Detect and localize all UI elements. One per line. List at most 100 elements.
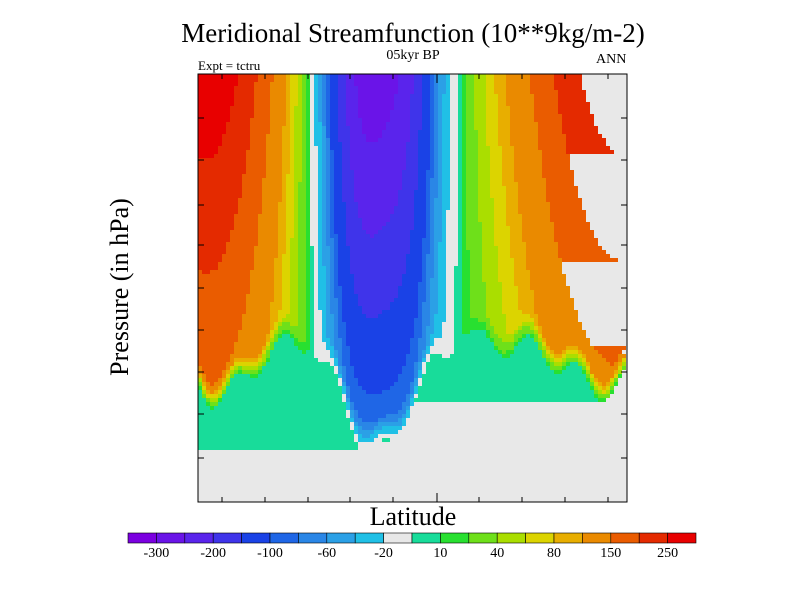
contour-band — [406, 166, 418, 170]
contour-band — [330, 214, 334, 218]
contour-band — [410, 242, 422, 246]
contour-band — [398, 418, 402, 422]
contour-band — [414, 194, 426, 198]
contour-band — [406, 414, 410, 418]
contour-band — [322, 238, 326, 242]
contour-band — [198, 406, 210, 410]
contour-band — [382, 130, 410, 134]
contour-band — [426, 190, 430, 194]
contour-band — [474, 126, 486, 130]
colorbar-swatch — [298, 532, 328, 544]
contour-band — [326, 98, 330, 102]
contour-band — [366, 390, 382, 394]
contour-band — [598, 394, 610, 398]
contour-band — [306, 122, 310, 126]
contour-band — [358, 414, 386, 418]
contour-band — [230, 118, 250, 122]
contour-band — [334, 266, 338, 270]
contour-band — [310, 338, 314, 342]
contour-band — [306, 238, 310, 242]
contour-band — [218, 390, 222, 394]
contour-band — [458, 182, 462, 186]
contour-band — [430, 358, 546, 362]
contour-band — [198, 98, 234, 102]
contour-band — [422, 310, 430, 314]
contour-band — [506, 322, 522, 326]
contour-band — [338, 278, 354, 282]
contour-band — [578, 362, 582, 366]
contour-band — [430, 78, 434, 82]
contour-band — [290, 282, 298, 286]
contour-band — [414, 322, 422, 326]
contour-band — [438, 82, 446, 86]
contour-band — [350, 394, 406, 398]
contour-band — [278, 318, 282, 322]
contour-band — [250, 126, 270, 130]
contour-band — [290, 310, 298, 314]
contour-band — [254, 102, 270, 106]
contour-band — [350, 246, 410, 250]
contour-band — [366, 230, 378, 234]
contour-band — [422, 238, 430, 242]
contour-band — [282, 258, 290, 262]
contour-band — [282, 318, 298, 322]
contour-band — [298, 266, 306, 270]
contour-band — [306, 274, 310, 278]
contour-band — [234, 374, 250, 378]
contour-band — [478, 146, 490, 150]
contour-band — [494, 206, 506, 210]
contour-band — [310, 246, 314, 250]
contour-band — [322, 338, 330, 342]
contour-band — [298, 182, 306, 186]
contour-band — [474, 74, 486, 78]
contour-band — [238, 210, 262, 214]
contour-band — [546, 358, 550, 362]
contour-band — [426, 362, 546, 366]
contour-band — [198, 78, 238, 82]
contour-band — [534, 114, 562, 118]
contour-band — [286, 174, 294, 178]
contour-band — [418, 186, 426, 190]
contour-band — [506, 214, 522, 218]
contour-band — [590, 378, 594, 382]
contour-band — [294, 234, 298, 238]
contour-band — [362, 118, 390, 122]
contour-band — [210, 398, 218, 402]
contour-band — [270, 318, 278, 322]
contour-band — [430, 150, 434, 154]
contour-band — [454, 334, 486, 338]
contour-band — [306, 218, 310, 222]
contour-band — [430, 190, 438, 194]
contour-band — [466, 122, 474, 126]
contour-band — [354, 430, 358, 434]
contour-band — [226, 390, 342, 394]
contour-band — [286, 82, 290, 86]
contour-band — [250, 146, 266, 150]
contour-band — [310, 322, 314, 326]
contour-band — [318, 230, 322, 234]
contour-band — [334, 262, 338, 266]
contour-band — [454, 314, 462, 318]
contour-band — [462, 74, 466, 78]
contour-band — [338, 110, 346, 114]
contour-band — [618, 354, 626, 358]
contour-band — [378, 138, 410, 142]
contour-band — [582, 354, 586, 358]
contour-band — [306, 162, 310, 166]
contour-band — [534, 118, 562, 122]
contour-band — [462, 314, 470, 318]
contour-band — [210, 270, 250, 274]
contour-band — [334, 214, 346, 218]
contour-band — [410, 386, 414, 390]
contour-band — [546, 346, 550, 350]
contour-band — [330, 194, 334, 198]
season-label: ANN — [596, 52, 627, 67]
contour-band — [290, 322, 298, 326]
contour-band — [542, 342, 546, 346]
contour-band — [438, 98, 442, 102]
contour-band — [442, 154, 450, 158]
contour-band — [198, 362, 226, 366]
contour-band — [510, 238, 522, 242]
contour-band — [306, 242, 310, 246]
